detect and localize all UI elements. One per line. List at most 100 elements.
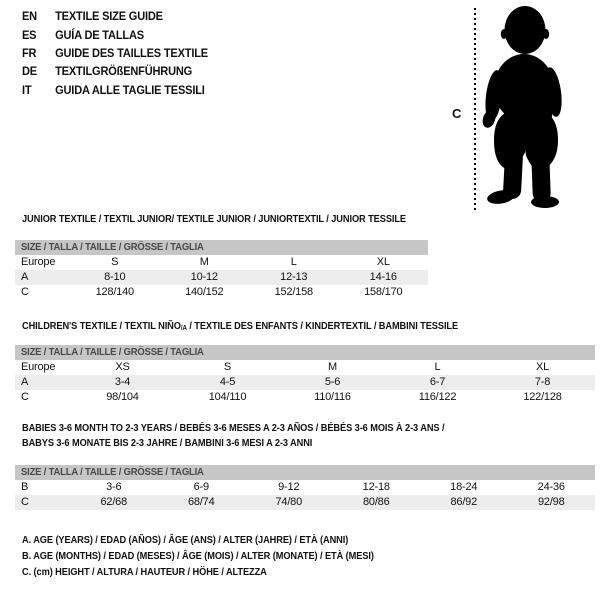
cell: L — [434, 361, 441, 373]
babies-size-table: SIZE / TALLA / TAILLE / GRÖSSE / TAGLIA … — [15, 465, 595, 510]
row-label: Europe — [21, 256, 56, 268]
cell: M — [328, 361, 337, 373]
cell: 3-6 — [106, 481, 122, 493]
cell: 140/152 — [185, 286, 224, 298]
lang-code: EN — [22, 9, 37, 24]
cell: 10-12 — [159, 269, 249, 285]
size-header-bar: SIZE / TALLA / TAILLE / GRÖSSE / TAGLIA — [15, 345, 595, 360]
baby-silhouette-icon — [482, 6, 562, 208]
size-header-bar: SIZE / TALLA / TAILLE / GRÖSSE / TAGLIA — [15, 240, 428, 255]
lang-row-es: ES GUÍA DE TALLAS — [22, 25, 208, 43]
cell: 158/170 — [364, 286, 403, 298]
legend-line-c: C. (cm) HEIGHT / ALTURA / HAUTEUR / HÖHE… — [22, 565, 422, 581]
cell: XS — [115, 361, 130, 373]
cell: 110/116 — [314, 391, 351, 403]
cell: 6-9 — [193, 481, 210, 493]
table-row-age: A 3-4 4-5 5-6 6-7 7-8 — [15, 374, 595, 390]
cell: 8-10 — [70, 269, 160, 285]
cell: 104/110 — [208, 391, 247, 403]
cell: 92/98 — [507, 494, 595, 510]
legend-line-b-text: B. AGE (MONTHS) / EDAD (MESES) / ÂGE (MO… — [22, 549, 374, 562]
lang-code: ES — [22, 27, 37, 42]
table-row-europe: Europe XS S M L XL — [15, 360, 595, 375]
lang-text: TEXTILGRÖßENFÜHRUNG — [55, 64, 193, 79]
table-row-height: C 98/104 104/110 110/116 116/122 122/128 — [15, 390, 595, 405]
table-row-europe: Europe S M L XL — [15, 255, 428, 270]
children-title-text: CHILDREN'S TEXTILE / TEXTIL NIÑO/A / TEX… — [22, 320, 458, 332]
cell: 122/128 — [523, 391, 562, 403]
lang-code: IT — [22, 82, 32, 97]
cell: L — [290, 256, 297, 268]
children-title-pre: CHILDREN'S TEXTILE / TEXTIL NIÑO — [22, 320, 181, 332]
legend-line-c-text: C. (cm) HEIGHT / ALTURA / HAUTEUR / HÖHE… — [22, 565, 267, 578]
legend-line-a: A. AGE (YEARS) / EDAD (AÑOS) / ÂGE (ANS)… — [22, 533, 422, 549]
lang-code: DE — [22, 64, 37, 79]
lang-text: GUIDE DES TAILLES TEXTILE — [55, 45, 208, 60]
table-row-height: C 128/140 140/152 152/158 158/170 — [15, 285, 428, 300]
cell: 68/74 — [157, 494, 245, 510]
row-label: C — [21, 286, 29, 298]
babies-section-title: BABIES 3-6 MONTH TO 2-3 YEARS / BEBÉS 3-… — [22, 421, 502, 451]
cell: 12-18 — [362, 481, 390, 493]
cell: 152/158 — [274, 286, 314, 298]
legend-line-a-text: A. AGE (YEARS) / EDAD (AÑOS) / ÂGE (ANS)… — [22, 534, 349, 546]
cell: M — [199, 256, 209, 268]
babies-title-line2: BABYS 3-6 MONATE BIS 2-3 JAHRE / BAMBINI… — [22, 437, 313, 449]
lang-text: TEXTILE SIZE GUIDE — [55, 9, 163, 24]
legend-line-b: B. AGE (MONTHS) / EDAD (MESES) / ÂGE (MO… — [22, 549, 422, 565]
cell: 24-36 — [537, 481, 565, 493]
babies-title-line1: BABIES 3-6 MONTH TO 2-3 YEARS / BEBÉS 3-… — [22, 422, 445, 434]
cell: 62/68 — [70, 494, 158, 510]
lang-code: FR — [22, 45, 37, 60]
cell: 5-6 — [280, 374, 385, 390]
cell: 14-16 — [338, 269, 428, 285]
cell: 80/86 — [332, 494, 420, 510]
cell: 3-4 — [70, 374, 175, 390]
language-header: EN TEXTILE SIZE GUIDE ES GUÍA DE TALLAS … — [22, 7, 224, 99]
children-size-table: SIZE / TALLA / TAILLE / GRÖSSE / TAGLIA … — [15, 345, 595, 405]
size-header-label: SIZE / TALLA / TAILLE / GRÖSSE / TAGLIA — [21, 346, 204, 359]
children-title-post: / TEXTILE DES ENFANTS / KINDERTEXTIL / B… — [186, 320, 459, 332]
row-label: A — [15, 374, 70, 390]
cell: 98/104 — [106, 391, 139, 403]
size-header-label: SIZE / TALLA / TAILLE / GRÖSSE / TAGLIA — [21, 466, 204, 479]
lang-text: GUÍA DE TALLAS — [55, 27, 144, 42]
cell: S — [111, 256, 119, 268]
lang-row-de: DE TEXTILGRÖßENFÜHRUNG — [22, 62, 208, 80]
row-label: A — [15, 269, 70, 285]
cell: XL — [376, 256, 390, 268]
cell: 86/92 — [420, 494, 508, 510]
row-label: C — [15, 494, 70, 510]
cell: 7-8 — [490, 374, 595, 390]
size-header-label: SIZE / TALLA / TAILLE / GRÖSSE / TAGLIA — [21, 241, 204, 254]
lang-row-it: IT GUIDA ALLE TAGLIE TESSILI — [22, 81, 208, 99]
cell: XL — [535, 361, 550, 373]
cell: 116/122 — [418, 391, 457, 403]
cell: 12-13 — [249, 269, 339, 285]
row-label: C — [21, 391, 29, 403]
size-header-bar: SIZE / TALLA / TAILLE / GRÖSSE / TAGLIA — [15, 465, 595, 480]
cell: 4-5 — [175, 374, 280, 390]
lang-row-fr: FR GUIDE DES TAILLES TEXTILE — [22, 44, 208, 62]
cell: 6-7 — [385, 374, 490, 390]
cell: 9-12 — [278, 481, 300, 493]
legend-notes: A. AGE (YEARS) / EDAD (AÑOS) / ÂGE (ANS)… — [22, 533, 422, 580]
row-label: Europe — [21, 361, 56, 373]
junior-size-table: SIZE / TALLA / TAILLE / GRÖSSE / TAGLIA … — [15, 240, 428, 300]
row-label: B — [21, 481, 29, 493]
cell: 74/80 — [245, 494, 333, 510]
height-measure-label: C — [452, 106, 462, 121]
children-section-title: CHILDREN'S TEXTILE / TEXTIL NIÑO/A / TEX… — [22, 320, 518, 332]
table-row-months: B 3-6 6-9 9-12 12-18 18-24 24-36 — [15, 480, 595, 495]
table-row-height: C 62/68 68/74 74/80 80/86 86/92 92/98 — [15, 494, 595, 510]
children-title-sub: /A — [180, 325, 187, 332]
height-dotted-line — [474, 8, 476, 210]
cell: 18-24 — [450, 481, 478, 493]
cell: 128/140 — [95, 286, 135, 298]
cell: S — [223, 361, 232, 373]
lang-text: GUIDA ALLE TAGLIE TESSILI — [55, 82, 205, 97]
lang-row-en: EN TEXTILE SIZE GUIDE — [22, 7, 208, 25]
junior-title-text: JUNIOR TEXTILE / TEXTIL JUNIOR/ TEXTILE … — [22, 213, 407, 225]
table-row-age: A 8-10 10-12 12-13 14-16 — [15, 269, 428, 285]
